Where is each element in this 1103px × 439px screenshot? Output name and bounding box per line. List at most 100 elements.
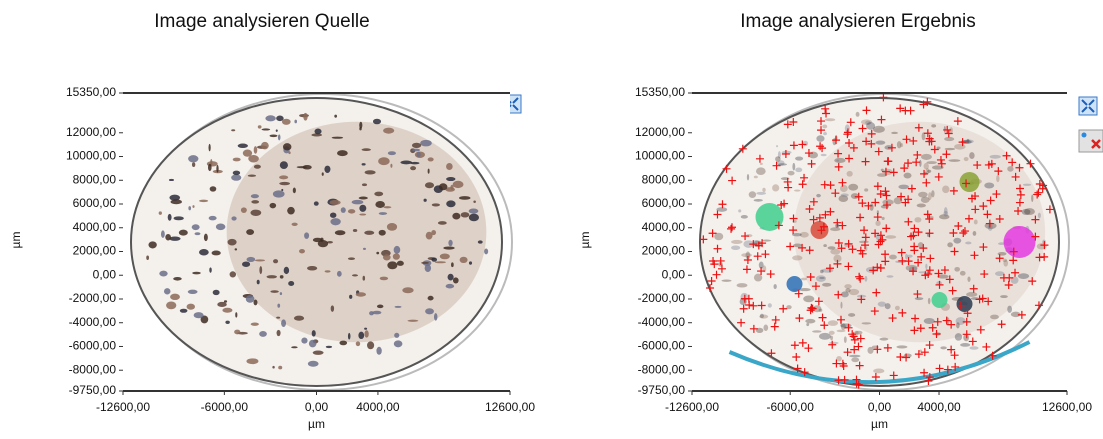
particle — [292, 223, 298, 226]
particle — [257, 280, 260, 285]
particle — [801, 278, 807, 281]
particle — [259, 266, 262, 274]
particle — [293, 188, 296, 194]
particle — [947, 242, 953, 247]
particle — [259, 331, 267, 337]
particle — [380, 277, 388, 281]
particle — [262, 128, 271, 130]
particle — [845, 288, 850, 292]
particle — [209, 216, 217, 220]
particle — [794, 190, 801, 192]
particle — [248, 175, 256, 177]
particle — [407, 320, 418, 322]
particle — [314, 128, 321, 134]
particle — [822, 125, 827, 129]
particle — [337, 271, 342, 277]
marker-tool-icon[interactable] — [1079, 130, 1103, 152]
y-tick-label: 2000,00 — [642, 244, 686, 258]
particle — [460, 257, 468, 263]
particle — [844, 284, 852, 289]
particle — [251, 322, 259, 325]
particle — [473, 201, 476, 203]
particle — [314, 201, 319, 205]
y-tick-label: 4000,00 — [73, 220, 117, 234]
particle — [864, 188, 868, 191]
particle — [261, 142, 269, 149]
particle — [388, 151, 396, 155]
particle — [954, 267, 960, 272]
particle — [924, 318, 935, 324]
particle — [230, 271, 236, 277]
detected-object — [1004, 226, 1036, 258]
particle — [741, 253, 752, 257]
particle — [188, 155, 198, 162]
particle — [1007, 166, 1013, 172]
particle — [731, 245, 740, 250]
particle — [737, 283, 748, 287]
particle — [225, 321, 229, 324]
particle — [277, 304, 280, 308]
particle — [931, 124, 936, 127]
particle — [266, 275, 277, 278]
y-tick-label: 12000,00 — [66, 125, 116, 139]
particle — [254, 165, 261, 169]
particle — [359, 213, 366, 215]
particle — [438, 221, 447, 225]
x-tick-label: 0,00 — [305, 400, 329, 414]
particle — [955, 333, 962, 341]
particle — [359, 127, 361, 130]
particle — [412, 143, 421, 148]
particle — [861, 322, 871, 324]
particle — [297, 166, 308, 168]
particle — [926, 161, 937, 164]
particle — [828, 320, 838, 326]
particle — [446, 284, 454, 289]
particle — [823, 132, 827, 135]
particle — [428, 169, 430, 174]
particle — [169, 195, 180, 201]
particle — [1038, 213, 1041, 219]
particle — [960, 343, 970, 347]
particle — [822, 283, 831, 287]
y-tick-label: 2000,00 — [73, 244, 117, 258]
particle — [330, 212, 336, 217]
particle — [339, 341, 347, 346]
y-tick-label: -8000,00 — [638, 362, 686, 376]
particle — [795, 168, 802, 173]
particle — [216, 165, 218, 173]
y-tick-label: -4000,00 — [638, 315, 686, 329]
particle — [291, 346, 298, 348]
particle — [159, 271, 167, 277]
particle — [235, 248, 238, 250]
particle — [283, 143, 291, 150]
x-tick-label: -12600,00 — [665, 400, 719, 414]
particle — [324, 166, 330, 173]
particle — [915, 297, 924, 300]
particle — [394, 340, 403, 347]
y-tick-label: -6000,00 — [638, 339, 686, 353]
particle — [276, 116, 283, 122]
panel-title: Image analysieren Ergebnis — [740, 11, 976, 32]
zoom-icon[interactable] — [1079, 97, 1097, 115]
particle — [945, 148, 956, 150]
particle — [870, 203, 874, 210]
particle — [453, 181, 464, 188]
particle — [210, 186, 217, 191]
particle — [834, 158, 845, 163]
particle — [337, 150, 348, 156]
particle — [192, 224, 200, 230]
particle — [164, 288, 171, 294]
x-tick-label: -6000,00 — [201, 400, 249, 414]
y-axis-label: µm — [578, 232, 592, 249]
particle — [803, 296, 814, 303]
particle — [364, 328, 367, 330]
particle — [377, 305, 383, 309]
particle — [889, 255, 897, 260]
y-tick-label: 8000,00 — [642, 172, 686, 186]
particle — [394, 306, 401, 308]
particle — [960, 271, 966, 276]
particle — [731, 240, 743, 244]
particle — [439, 183, 448, 190]
particle — [428, 296, 434, 301]
particle — [192, 205, 194, 208]
